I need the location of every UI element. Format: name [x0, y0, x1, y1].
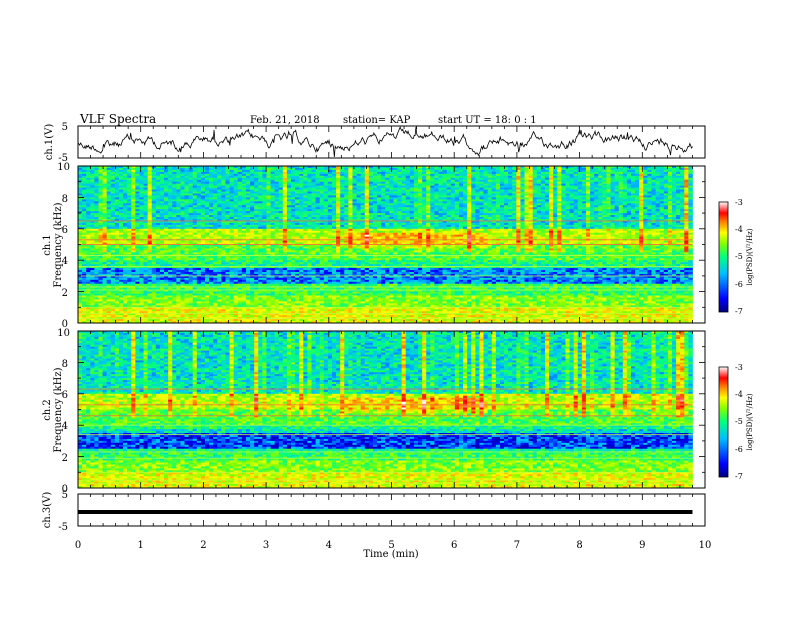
header-date: Feb. 21, 2018 [250, 115, 320, 126]
header-start-time: start UT = 18: 0 : 1 [438, 115, 537, 126]
ch1-ytick-5: 5 [62, 122, 68, 133]
ch1-spectrogram-image [78, 166, 705, 323]
vlf-spectra-figure: VLF Spectra Feb. 21, 2018 station= KAP s… [0, 0, 792, 612]
panel-ch1-spectrogram: 0 2 4 6 8 10 ch.1 Frequency (kHz) -3 -4 … [42, 162, 754, 330]
ch1-ylabel: ch.1(V) [44, 124, 55, 161]
figure-title: VLF Spectra [79, 112, 156, 126]
header-station: station= KAP [343, 115, 411, 126]
panel-ch1-waveform: 5 -5 ch.1(V) [44, 122, 705, 164]
figure-svg: VLF Spectra Feb. 21, 2018 station= KAP s… [0, 0, 792, 612]
